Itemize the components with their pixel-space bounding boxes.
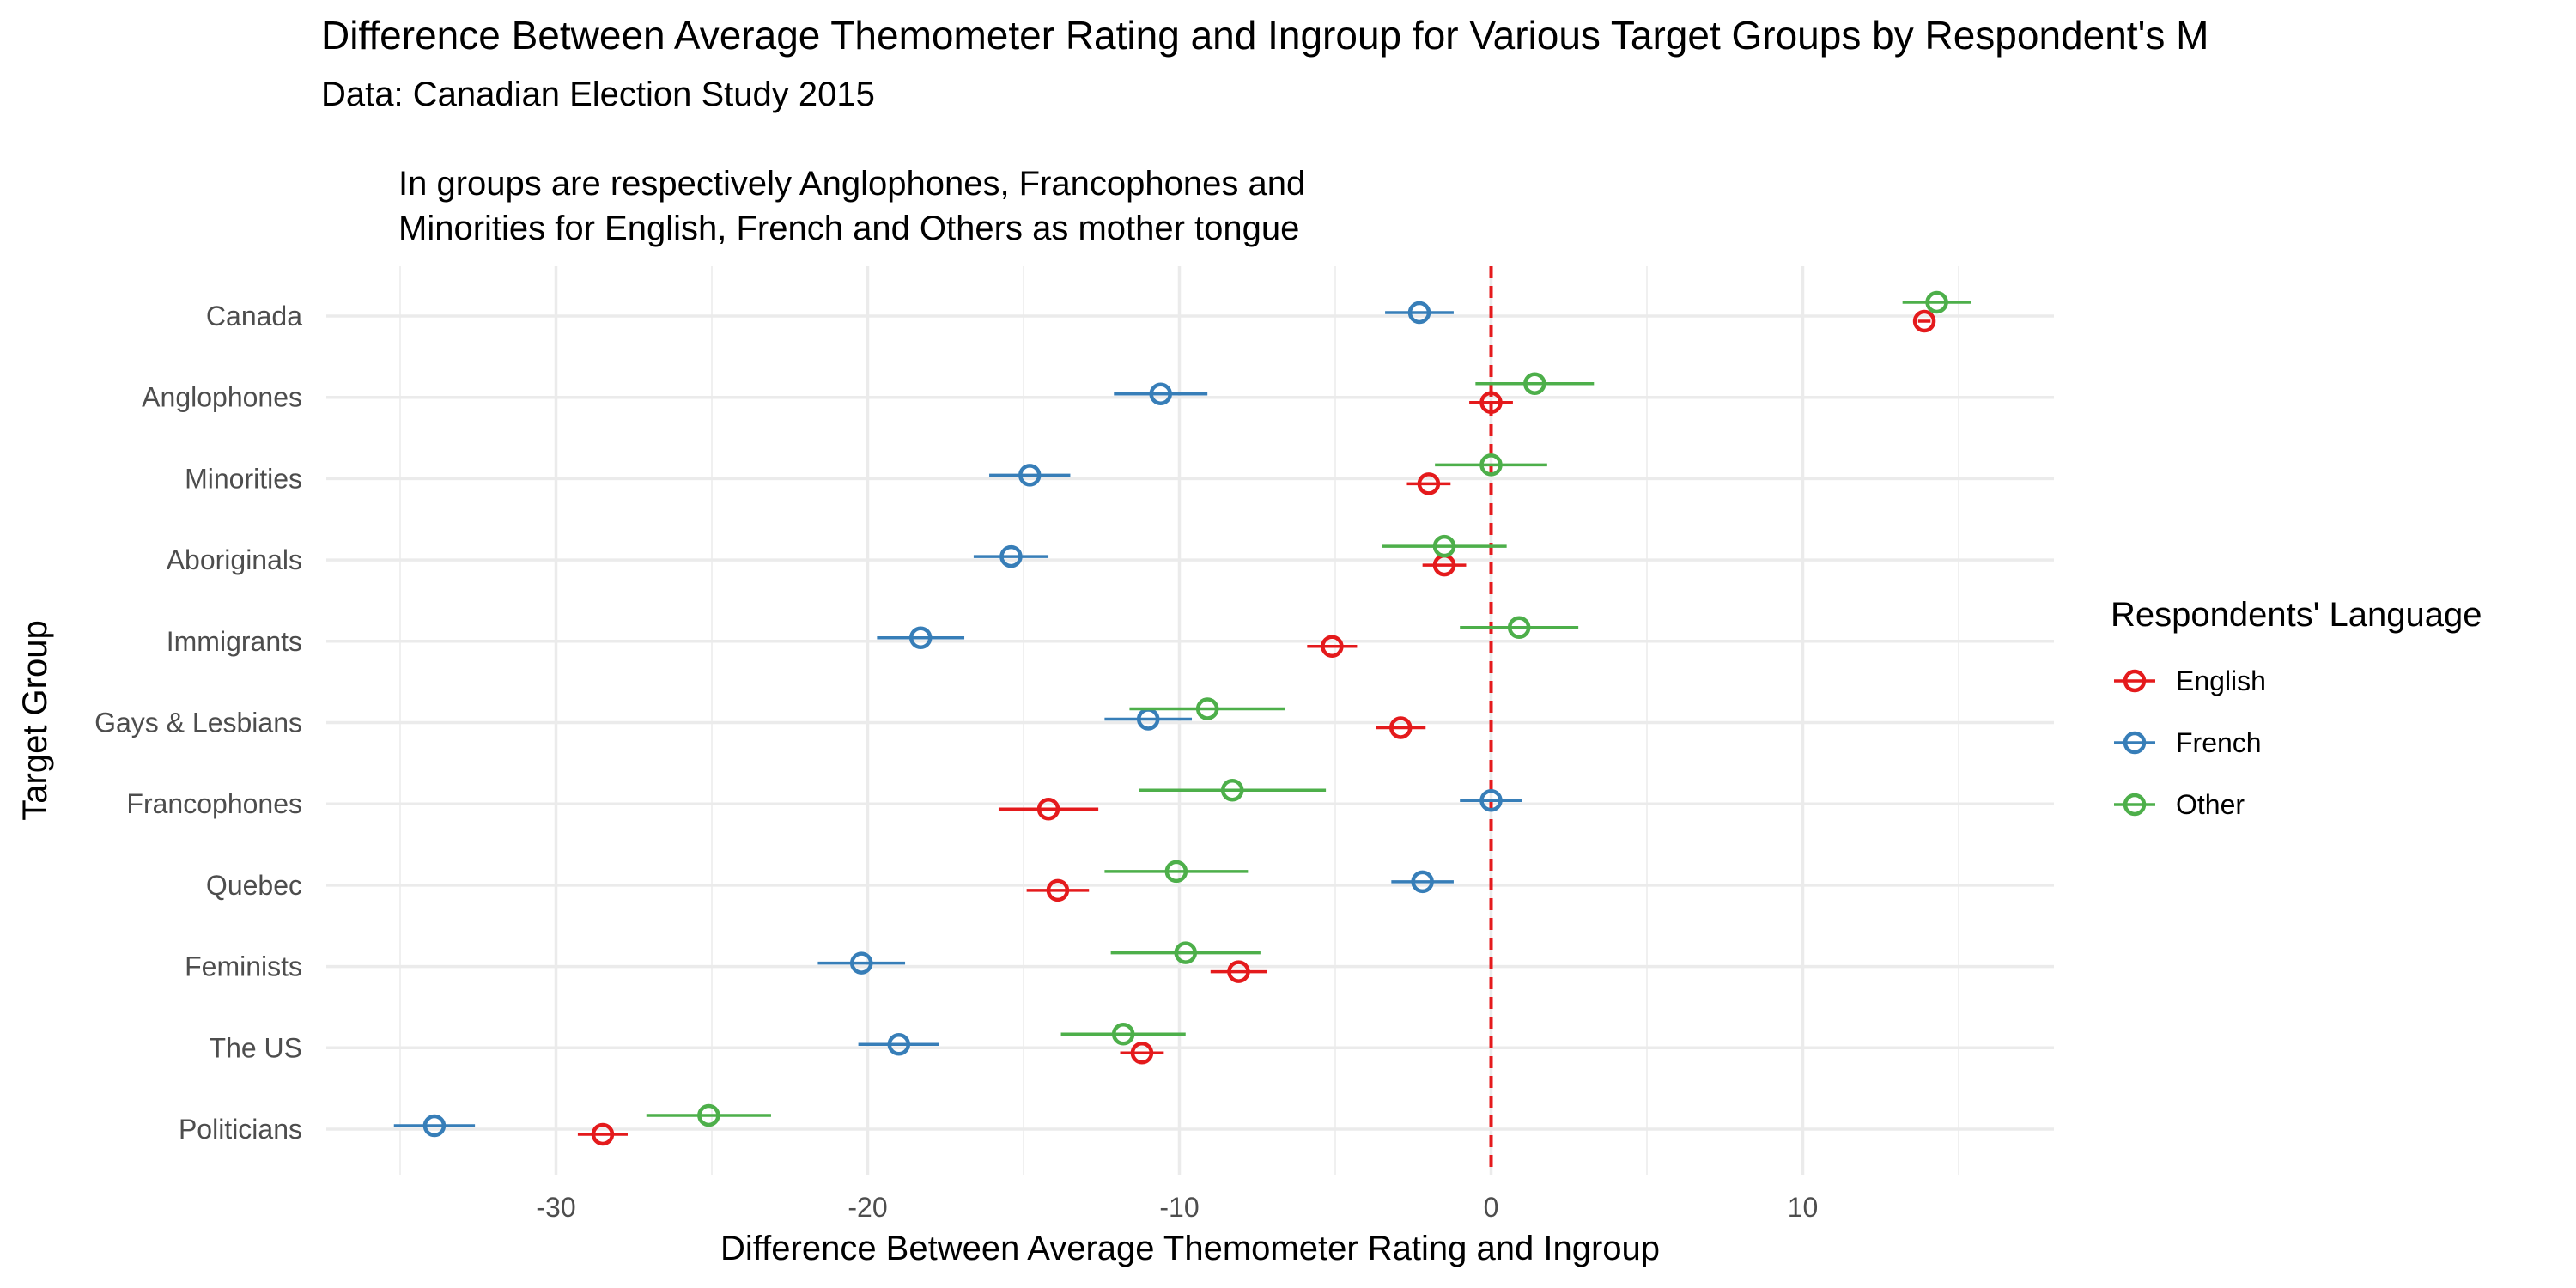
point-french-the-us xyxy=(887,1033,911,1056)
y-tick-label-immigrants: Immigrants xyxy=(167,626,302,657)
point-english-politicians xyxy=(591,1122,615,1146)
legend-title: Respondents' Language xyxy=(2111,596,2482,634)
point-french-immigrants xyxy=(908,626,933,650)
point-other-the-us xyxy=(1111,1023,1135,1046)
legend-key-french xyxy=(2114,731,2155,755)
point-french-aboriginals xyxy=(999,544,1023,568)
y-tick-label-feminists: Feminists xyxy=(185,951,302,982)
x-tick-label: -10 xyxy=(1159,1192,1199,1223)
point-french-canada xyxy=(1407,301,1431,325)
x-axis-title: Difference Between Average Themometer Ra… xyxy=(720,1230,1660,1267)
legend: Respondents' Language English French Oth… xyxy=(2111,596,2482,835)
x-tick-label: -30 xyxy=(536,1192,575,1223)
point-other-politicians xyxy=(697,1103,720,1127)
y-tick-label-minorities: Minorities xyxy=(185,463,302,494)
plot-annotation: In groups are respectively Anglophones, … xyxy=(398,161,1305,251)
chart-title: Difference Between Average Themometer Ra… xyxy=(321,13,2209,58)
annotation-line-1: In groups are respectively Anglophones, … xyxy=(398,165,1306,203)
point-french-anglophones xyxy=(1149,382,1172,405)
point-english-francophones xyxy=(1036,797,1060,821)
point-other-feminists xyxy=(1174,941,1198,964)
legend-label-other: Other xyxy=(2176,788,2245,820)
x-tick-label: 10 xyxy=(1788,1192,1819,1223)
point-french-quebec xyxy=(1411,870,1434,894)
legend-item-french: French xyxy=(2111,712,2482,774)
point-french-minorities xyxy=(1018,464,1042,487)
point-french-politicians xyxy=(422,1114,447,1138)
y-tick-label-gays-and-lesbians: Gays & Lesbians xyxy=(94,708,302,738)
legend-label-french: French xyxy=(2176,726,2262,758)
point-other-aboriginals xyxy=(1432,534,1456,558)
point-english-quebec xyxy=(1046,878,1070,902)
point-english-immigrants xyxy=(1321,635,1344,659)
legend-key-other xyxy=(2114,793,2155,817)
point-english-feminists xyxy=(1227,960,1250,983)
point-other-gays-and-lesbians xyxy=(1195,697,1219,720)
point-other-minorities xyxy=(1479,453,1503,477)
annotation-line-2: Minorities for English, French and Other… xyxy=(398,210,1300,247)
point-other-anglophones xyxy=(1523,372,1546,395)
y-axis-title: Target Group xyxy=(16,620,54,820)
legend-key-english xyxy=(2114,669,2155,693)
y-tick-label-aboriginals: Aboriginals xyxy=(167,544,302,575)
y-tick-label-the-us: The US xyxy=(210,1032,302,1063)
point-other-immigrants xyxy=(1507,616,1531,640)
legend-item-other: Other xyxy=(2111,774,2482,835)
point-english-gays-and-lesbians xyxy=(1388,716,1413,739)
point-english-anglophones xyxy=(1479,391,1503,414)
point-other-canada xyxy=(1925,290,1948,314)
point-french-feminists xyxy=(849,951,873,975)
y-tick-label-quebec: Quebec xyxy=(206,870,302,901)
y-tick-label-canada: Canada xyxy=(206,301,302,331)
y-tick-label-politicians: Politicians xyxy=(179,1114,302,1145)
point-french-francophones xyxy=(1479,788,1503,812)
chart-subtitle: Data: Canadian Election Study 2015 xyxy=(321,76,875,113)
legend-item-english: English xyxy=(2111,650,2482,712)
legend-label-english: English xyxy=(2176,665,2266,696)
y-tick-label-francophones: Francophones xyxy=(126,788,302,819)
point-other-quebec xyxy=(1164,860,1188,884)
x-tick-label: -20 xyxy=(848,1192,887,1223)
point-english-canada xyxy=(1912,309,1936,333)
y-tick-label-anglophones: Anglophones xyxy=(142,382,302,413)
point-english-minorities xyxy=(1417,472,1441,495)
point-english-the-us xyxy=(1130,1042,1154,1065)
x-tick-label: 0 xyxy=(1484,1192,1499,1223)
point-other-francophones xyxy=(1220,778,1244,802)
